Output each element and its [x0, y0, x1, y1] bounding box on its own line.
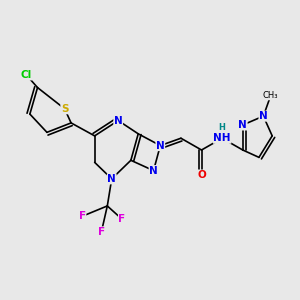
Text: N: N: [114, 116, 123, 126]
Text: H: H: [219, 123, 226, 132]
Text: CH₃: CH₃: [263, 91, 278, 100]
Text: NH: NH: [213, 133, 231, 143]
Text: S: S: [61, 104, 68, 114]
Text: N: N: [156, 141, 165, 151]
Text: O: O: [197, 170, 206, 180]
Text: N: N: [238, 120, 247, 130]
Text: N: N: [259, 111, 268, 121]
Text: F: F: [98, 227, 105, 237]
Text: Cl: Cl: [21, 70, 32, 80]
Text: N: N: [149, 166, 158, 176]
Text: F: F: [118, 214, 126, 224]
Text: N: N: [107, 174, 116, 184]
Text: F: F: [79, 211, 86, 221]
